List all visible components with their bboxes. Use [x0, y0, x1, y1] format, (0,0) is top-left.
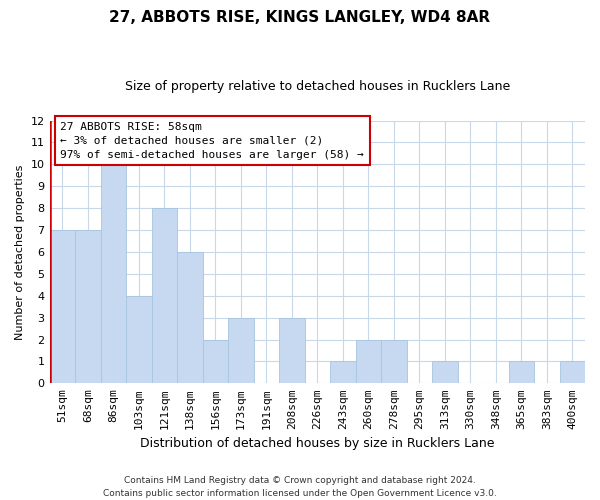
Bar	[279, 318, 305, 384]
Bar	[152, 208, 177, 384]
Bar	[356, 340, 381, 384]
Bar	[203, 340, 228, 384]
Text: Contains HM Land Registry data © Crown copyright and database right 2024.
Contai: Contains HM Land Registry data © Crown c…	[103, 476, 497, 498]
Text: 27, ABBOTS RISE, KINGS LANGLEY, WD4 8AR: 27, ABBOTS RISE, KINGS LANGLEY, WD4 8AR	[109, 10, 491, 25]
Y-axis label: Number of detached properties: Number of detached properties	[15, 164, 25, 340]
Bar	[75, 230, 101, 384]
X-axis label: Distribution of detached houses by size in Rucklers Lane: Distribution of detached houses by size …	[140, 437, 494, 450]
Title: Size of property relative to detached houses in Rucklers Lane: Size of property relative to detached ho…	[125, 80, 510, 93]
Bar	[509, 362, 534, 384]
Bar	[560, 362, 585, 384]
Bar	[50, 230, 75, 384]
Bar	[101, 164, 126, 384]
Bar	[330, 362, 356, 384]
Bar	[126, 296, 152, 384]
Bar	[432, 362, 458, 384]
Bar	[381, 340, 407, 384]
Bar	[177, 252, 203, 384]
Text: 27 ABBOTS RISE: 58sqm
← 3% of detached houses are smaller (2)
97% of semi-detach: 27 ABBOTS RISE: 58sqm ← 3% of detached h…	[60, 122, 364, 160]
Bar	[228, 318, 254, 384]
